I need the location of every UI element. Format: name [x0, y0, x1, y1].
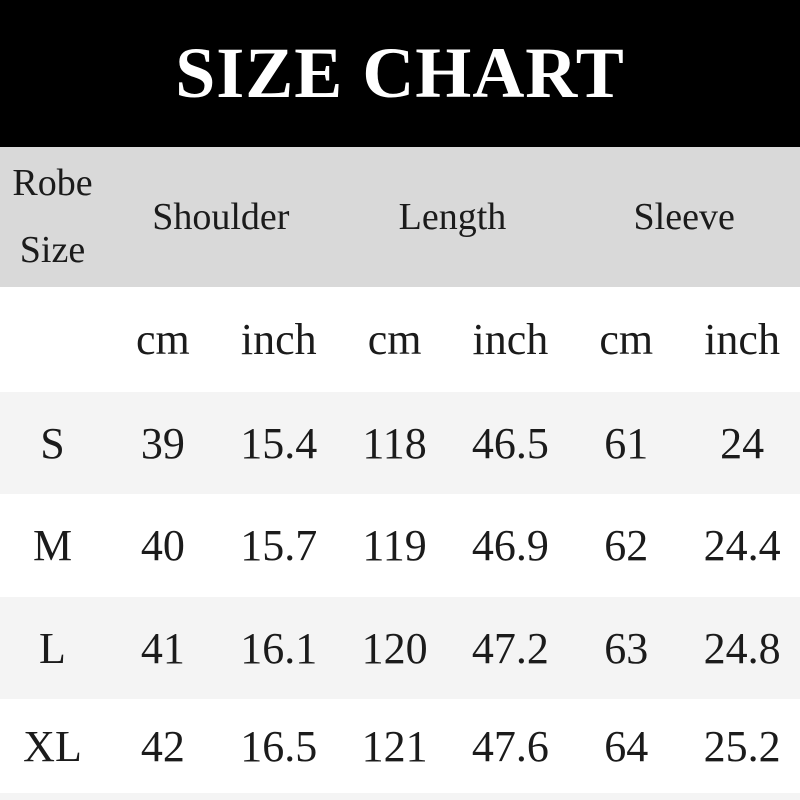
header-group-shoulder: Shoulder: [152, 196, 290, 238]
value-cell: 61: [604, 418, 649, 468]
value-cell: 47.2: [471, 623, 549, 673]
table-row-m: M 40 15.7 119 46.9 62 24.4: [0, 494, 800, 597]
value-cell: 119: [362, 521, 427, 570]
size-label-cell: M: [32, 521, 73, 570]
table-row-l: L 41 16.1 120 47.2 63 24.8: [0, 597, 800, 699]
value-cell: 121: [361, 721, 428, 771]
value-cell: 16.1: [240, 623, 318, 673]
header-group-length: Length: [398, 196, 507, 238]
table-header-row: Robe Size Shoulder Length Sleeve: [0, 147, 800, 287]
value-cell: 24: [720, 418, 765, 468]
page-title: SIZE CHART: [175, 33, 625, 113]
size-label-cell: XL: [23, 721, 82, 771]
unit-length-cm: cm: [367, 315, 422, 364]
table-row-s: S 39 15.4 118 46.5 61 24: [0, 392, 800, 494]
value-cell: 118: [362, 418, 427, 468]
value-cell: 16.5: [240, 721, 318, 771]
unit-shoulder-cm: cm: [136, 315, 190, 364]
value-cell: 41: [140, 623, 185, 673]
value-cell: 46.9: [471, 521, 549, 570]
value-cell: 64: [604, 721, 649, 771]
value-cell: 42: [140, 721, 185, 771]
value-cell: 25.2: [703, 721, 781, 771]
size-label-cell: L: [39, 623, 66, 673]
value-cell: 47.6: [471, 721, 549, 771]
value-cell: 62: [604, 521, 649, 570]
value-cell: 39: [140, 418, 185, 468]
unit-length-inch: inch: [472, 315, 549, 364]
unit-sleeve-inch: inch: [704, 315, 780, 364]
value-cell: 40: [140, 521, 185, 570]
units-row: cm inch cm inch cm inch: [0, 287, 800, 392]
unit-shoulder-inch: inch: [240, 315, 317, 364]
unit-sleeve-cm: cm: [599, 315, 654, 364]
header-robe-size-cell: Robe Size: [0, 150, 105, 284]
value-cell: 15.4: [240, 418, 318, 468]
value-cell: 120: [361, 623, 428, 673]
value-cell: 46.5: [471, 418, 549, 468]
header-size-line: Size: [19, 229, 86, 271]
header-group-sleeve: Sleeve: [633, 196, 735, 238]
value-cell: 15.7: [240, 521, 318, 570]
size-label-cell: S: [40, 418, 65, 468]
header-robe-line: Robe: [12, 162, 93, 205]
banner: SIZE CHART: [0, 0, 800, 147]
next-row-partial-strip: [0, 793, 800, 800]
value-cell: 24.4: [703, 521, 781, 570]
table-row-xl: XL 42 16.5 121 47.6 64 25.2: [0, 699, 800, 793]
value-cell: 24.8: [703, 623, 781, 673]
value-cell: 63: [604, 623, 649, 673]
size-table: Robe Size Shoulder Length Sleeve cm inch…: [0, 147, 800, 800]
